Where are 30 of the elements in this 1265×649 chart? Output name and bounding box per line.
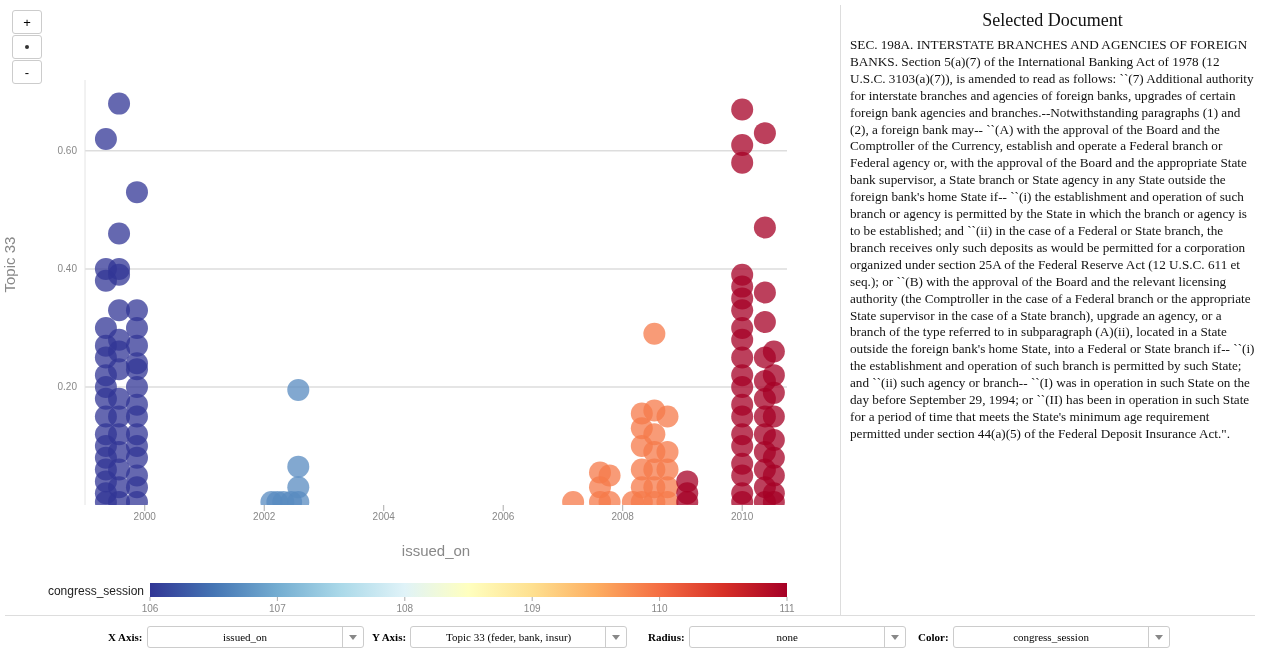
x-tick-label: 2006 [492, 511, 515, 523]
text: X Axis: [108, 631, 143, 643]
x-tick-label: 2000 [133, 511, 157, 523]
color-bar-label: 106 [141, 603, 159, 614]
y-tick-label: 0.20 [57, 381, 78, 393]
x-tick-label: 2010 [731, 511, 754, 523]
text: none [775, 631, 799, 643]
color-bar-label: 111 [779, 603, 796, 614]
x-axis-title: issued_on [401, 542, 471, 559]
color-bar-label: 110 [651, 603, 668, 614]
text: Color: [918, 631, 949, 643]
text: congress_session [1012, 631, 1090, 643]
color-bar-title: congress_session [47, 584, 144, 598]
text: + [12, 10, 42, 34]
y-axis-title: Topic 33 [1, 236, 19, 293]
x-tick-label: 2008 [611, 511, 635, 523]
text: Radius: [648, 631, 685, 643]
x-tick-label: 2004 [372, 511, 396, 523]
text: issued_on [222, 631, 269, 643]
text: Topic 33 (feder, bank, insur) [445, 631, 573, 643]
color-bar-label: 108 [396, 603, 414, 614]
text: Selected Document [981, 10, 1124, 31]
text: - [12, 60, 42, 84]
text: SEC. 198A. INTERSTATE BRANCHES AND AGENCIES OF FOREIGN BANKS. Section 5(a)(7) of the International Banking Act of 1978 (12 U.S.C. 3103(a)(7)), is amended to read as follows: ``(7) Additional authority for interstate branches and agencies of foreign banks, upgrades of certain foreign bank agencies and branches.--Notwithstanding paragraphs (1) and (2), a foreign bank may-- ``(A) with the approval of the Board and the Comptroller of the Currency, establish and operate a Federal branch or Federal agency or, with the approval of the Board and the appropriate State bank supervisor, a State branch or State agency in any State outside the foreign bank's home State if-- ``(i) the establishment and operation of such branch or agency is permitted by the State in which the branch or agency is to be established; and ``(ii) in the case of a Federal or State branch, the branch receives only such deposits as would be permitted for a corporation organized under section 25A of the Federal Reserve Act (12 U.S.C. 611 et seq.); or ``(B) with the approval of the Board and the relevant licensing authority (the Comptroller in the case of a Federal branch or the appropriate State supervisor in the case of a State branch), upgrade an agency, or a branch of the type referred to in subparagraph (A)(ii), located in a State outside the foreign bank's home State, into a Federal or State branch if-- ``(i) the establishment and operation of such branch is permitted by such State; and ``(ii) such agency or branch-- ``(I) was in operation in such State on the day before September 29, 1994; or ``(II) has been in operation in such State for a period of time that meets the State's minimum age requirement permitted under section 44(a)(5) of the Federal Deposit Insurance Act.". [850, 37, 1255, 441]
color-bar-label: 107 [269, 603, 287, 614]
x-tick-label: 2002 [253, 511, 276, 523]
y-tick-label: 0.60 [57, 145, 78, 157]
y-tick-label: 0.40 [57, 263, 78, 275]
text: Y Axis: [372, 631, 407, 643]
color-bar-label: 109 [523, 603, 541, 614]
